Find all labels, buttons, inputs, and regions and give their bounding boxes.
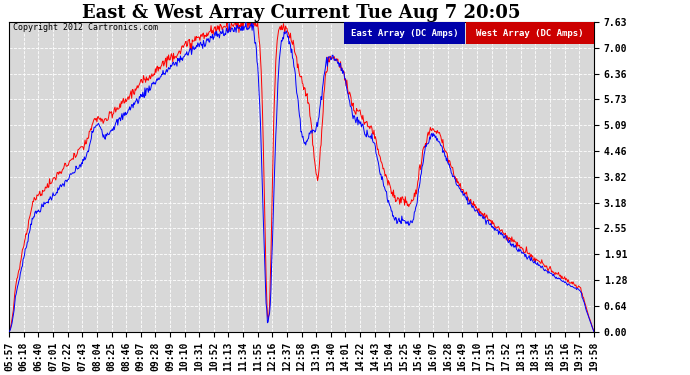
Text: West Array (DC Amps): West Array (DC Amps): [476, 29, 584, 38]
Title: East & West Array Current Tue Aug 7 20:05: East & West Array Current Tue Aug 7 20:0…: [82, 4, 521, 22]
Text: Copyright 2012 Cartronics.com: Copyright 2012 Cartronics.com: [12, 23, 157, 32]
Text: East Array (DC Amps): East Array (DC Amps): [351, 29, 458, 38]
